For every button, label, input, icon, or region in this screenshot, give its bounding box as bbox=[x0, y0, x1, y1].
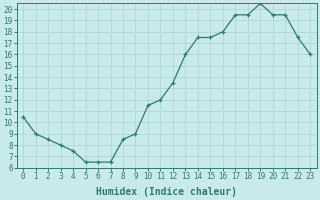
X-axis label: Humidex (Indice chaleur): Humidex (Indice chaleur) bbox=[96, 186, 237, 197]
